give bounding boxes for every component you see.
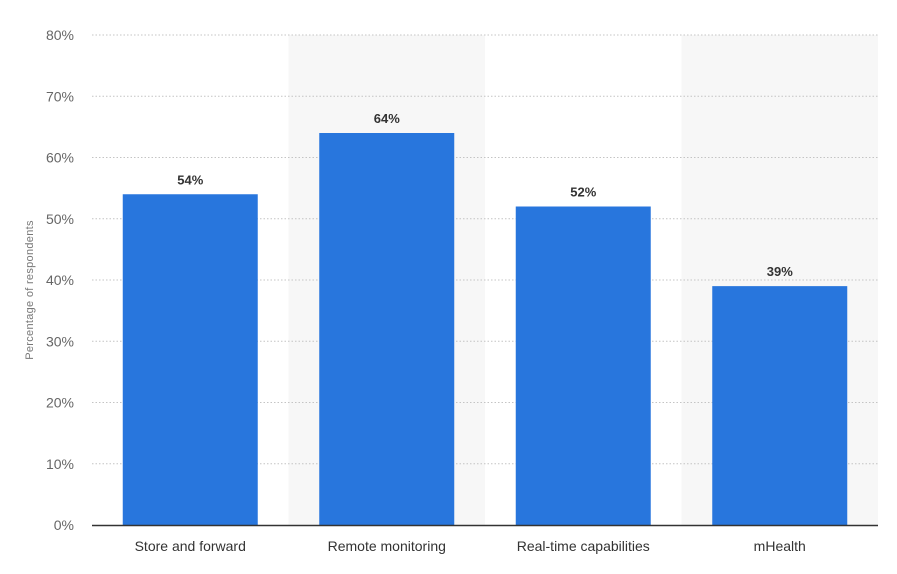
x-tick-label: Store and forward bbox=[135, 538, 246, 554]
y-axis-tick-labels: 0% 10% 20% 30% 40% 50% 60% 70% 80% bbox=[46, 27, 74, 533]
data-label: 52% bbox=[570, 185, 596, 200]
x-tick-label: mHealth bbox=[754, 538, 806, 554]
x-tick-label: Real-time capabilities bbox=[517, 538, 650, 554]
y-tick-label: 70% bbox=[46, 88, 74, 104]
bars bbox=[122, 133, 848, 525]
data-label: 39% bbox=[767, 264, 793, 279]
bar-1 bbox=[122, 194, 258, 525]
y-tick-label: 0% bbox=[54, 517, 74, 533]
data-label: 54% bbox=[177, 172, 203, 187]
y-tick-label: 60% bbox=[46, 150, 74, 166]
y-tick-label: 30% bbox=[46, 333, 74, 349]
y-tick-label: 20% bbox=[46, 395, 74, 411]
y-tick-label: 40% bbox=[46, 272, 74, 288]
data-labels: 54% 64% 52% 39% bbox=[177, 111, 793, 279]
bar-3 bbox=[515, 206, 651, 525]
y-tick-label: 80% bbox=[46, 27, 74, 43]
y-axis-title: Percentage of respondents bbox=[24, 220, 36, 360]
bar-2 bbox=[319, 133, 455, 525]
x-tick-label: Remote monitoring bbox=[328, 538, 446, 554]
bar-4 bbox=[712, 286, 848, 525]
y-tick-label: 50% bbox=[46, 211, 74, 227]
x-axis-category-labels: Store and forward Remote monitoring Real-t… bbox=[135, 538, 806, 554]
y-tick-label: 10% bbox=[46, 456, 74, 472]
data-label: 64% bbox=[374, 111, 400, 126]
